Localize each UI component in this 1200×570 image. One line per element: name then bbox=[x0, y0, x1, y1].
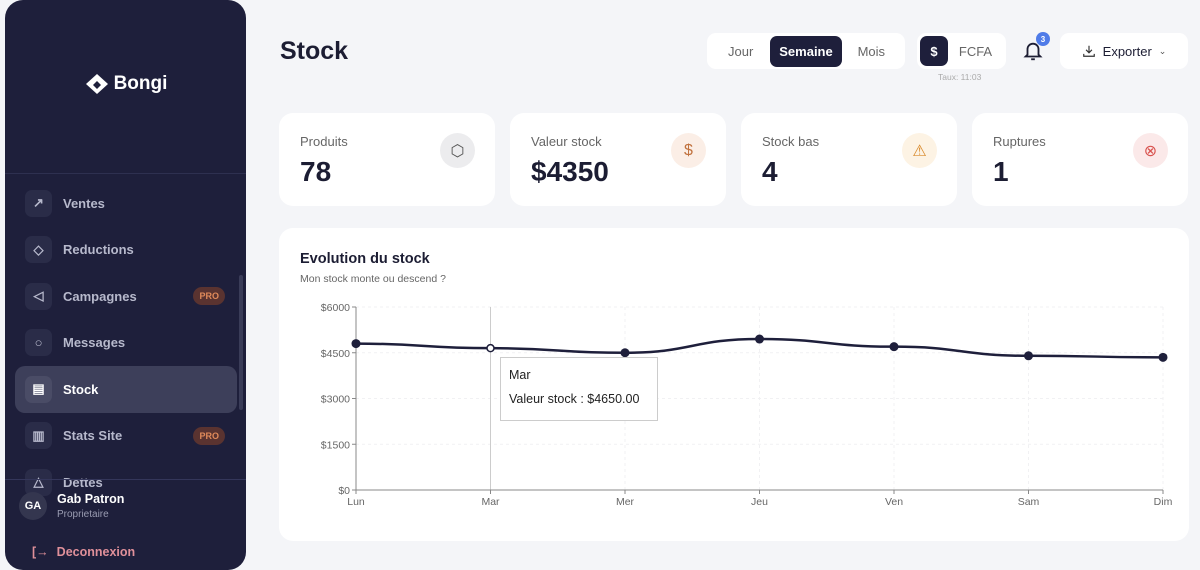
download-icon bbox=[1082, 45, 1095, 57]
avatar: GA bbox=[19, 492, 47, 520]
x-tick-label: Sam bbox=[1018, 496, 1040, 508]
stat-label: Valeur stock bbox=[531, 134, 602, 149]
chart-title: Evolution du stock bbox=[300, 251, 430, 267]
dollar-icon: $ bbox=[671, 133, 706, 168]
tag-icon: ◇ bbox=[25, 236, 52, 264]
data-point-active bbox=[486, 343, 495, 353]
period-mois[interactable]: Mois bbox=[857, 43, 886, 59]
sidebar-item-campagnes[interactable]: ◁ Campagnes PRO bbox=[15, 273, 237, 320]
x-tick-label: Mer bbox=[616, 496, 635, 508]
export-button[interactable]: Exporter ⌄ bbox=[1060, 33, 1188, 69]
user-profile[interactable]: GA Gab Patron Proprietaire bbox=[19, 492, 124, 520]
x-tick-label: Jeu bbox=[751, 496, 768, 508]
currency-toggle: $ FCFA bbox=[917, 33, 1006, 69]
user-role: Proprietaire bbox=[57, 509, 109, 520]
box-icon: ⬡ bbox=[440, 133, 475, 168]
trending-up-icon: ↗ bbox=[25, 189, 52, 217]
currency-fcfa[interactable]: FCFA bbox=[958, 43, 993, 59]
data-point bbox=[351, 339, 361, 349]
sidebar-item-stock[interactable]: ▤ Stock bbox=[15, 366, 237, 413]
sidebar-item-messages[interactable]: ○ Messages bbox=[15, 320, 237, 367]
rate-time: Taux: 11:03 bbox=[938, 72, 982, 82]
stat-label: Stock bas bbox=[762, 134, 820, 149]
x-tick-label: Lun bbox=[347, 496, 365, 508]
stat-card-produits: Produits 78 ⬡ bbox=[279, 113, 495, 206]
pro-badge: PRO bbox=[193, 426, 225, 445]
brand-name: Bongi bbox=[113, 73, 168, 94]
stat-label: Ruptures bbox=[993, 134, 1046, 149]
period-jour[interactable]: Jour bbox=[728, 43, 754, 59]
y-tick-label: $3000 bbox=[321, 394, 350, 406]
warehouse-icon: ▤ bbox=[25, 375, 52, 403]
chart-subtitle: Mon stock monte ou descend ? bbox=[300, 273, 446, 285]
logo[interactable]: Bongi bbox=[5, 72, 246, 96]
warning-icon: ⚠ bbox=[902, 133, 937, 168]
data-point bbox=[1158, 352, 1168, 362]
data-point bbox=[755, 334, 764, 344]
sidebar-item-label: Stock bbox=[63, 381, 99, 397]
x-tick-label: Mar bbox=[481, 496, 500, 508]
sidebar-item-dettes[interactable]: △ Dettes bbox=[15, 459, 237, 506]
sidebar-scrollbar[interactable] bbox=[239, 275, 243, 410]
period-semaine[interactable]: Semaine bbox=[770, 35, 842, 67]
x-circle-icon: ⊗ bbox=[1133, 133, 1168, 168]
sidebar-item-label: Messages bbox=[63, 335, 126, 351]
divider bbox=[5, 173, 246, 174]
sidebar-item-label: Dettes bbox=[63, 474, 103, 490]
notification-badge: 3 bbox=[1036, 32, 1050, 46]
line-chart: $0 $1500 $3000 $4500 $6000 Lun Mar Mer Jeu Ven Sam… bbox=[321, 302, 1173, 508]
stat-card-stock-bas: Stock bas 4 ⚠ bbox=[741, 113, 957, 206]
sidebar-item-label: Reductions bbox=[63, 242, 134, 258]
data-point bbox=[620, 348, 630, 358]
nav-list: ↗ Ventes ◇ Reductions ◁ Campagnes PRO ○ Messages… bbox=[15, 180, 237, 506]
alert-icon: △ bbox=[25, 468, 52, 496]
sidebar: Bongi ↗ Ventes ◇ Reductions ◁ Campagnes PRO ○ Me… bbox=[5, 0, 246, 570]
sidebar-item-label: Campagnes bbox=[63, 288, 137, 304]
y-tick-label: $6000 bbox=[321, 302, 350, 314]
sidebar-item-label: Stats Site bbox=[63, 428, 123, 444]
logout-button[interactable]: [→ Deconnexion bbox=[32, 545, 135, 559]
megaphone-icon: ◁ bbox=[25, 282, 52, 310]
user-name: Gab Patron bbox=[57, 492, 125, 506]
tooltip-value: Valeur stock : $4650.00 bbox=[509, 392, 640, 406]
stat-card-ruptures: Ruptures 1 ⊗ bbox=[972, 113, 1188, 206]
y-tick-label: $4500 bbox=[321, 348, 350, 360]
page-title: Stock bbox=[280, 37, 349, 65]
export-label: Exporter bbox=[1102, 43, 1152, 59]
data-point bbox=[889, 342, 899, 352]
stat-card-valeur-stock: Valeur stock $4350 $ bbox=[510, 113, 726, 206]
logout-icon: [→ bbox=[32, 545, 49, 559]
logout-label: Deconnexion bbox=[56, 545, 136, 559]
divider bbox=[5, 479, 246, 480]
data-point bbox=[1024, 351, 1033, 361]
bar-chart-icon: ▥ bbox=[25, 422, 52, 450]
x-tick-label: Ven bbox=[885, 496, 903, 508]
sidebar-item-reductions[interactable]: ◇ Reductions bbox=[15, 227, 237, 274]
stat-label: Produits bbox=[300, 134, 348, 149]
sidebar-item-ventes[interactable]: ↗ Ventes bbox=[15, 180, 237, 227]
x-tick-label: Dim bbox=[1154, 496, 1173, 508]
y-tick-label: $1500 bbox=[321, 439, 350, 451]
sidebar-item-stats-site[interactable]: ▥ Stats Site PRO bbox=[15, 413, 237, 460]
chevron-down-icon: ⌄ bbox=[1158, 45, 1167, 56]
stat-value: $4350 bbox=[531, 156, 609, 187]
sidebar-item-label: Ventes bbox=[63, 195, 105, 211]
chart-tooltip: Mar Valeur stock : $4650.00 bbox=[500, 357, 658, 421]
y-tick-label: $0 bbox=[338, 485, 350, 497]
bell-icon[interactable] bbox=[1022, 40, 1044, 62]
period-selector: Jour Semaine Mois bbox=[707, 33, 905, 69]
stock-chart-card: Evolution du stock Mon stock monte ou de… bbox=[279, 228, 1189, 541]
logo-icon bbox=[85, 74, 108, 94]
message-icon: ○ bbox=[25, 329, 52, 357]
stat-value: 1 bbox=[993, 156, 1009, 187]
tooltip-category: Mar bbox=[509, 368, 531, 382]
stat-value: 78 bbox=[300, 156, 332, 187]
stat-value: 4 bbox=[762, 156, 778, 187]
pro-badge: PRO bbox=[193, 287, 225, 306]
currency-dollar[interactable]: $ bbox=[920, 36, 948, 66]
